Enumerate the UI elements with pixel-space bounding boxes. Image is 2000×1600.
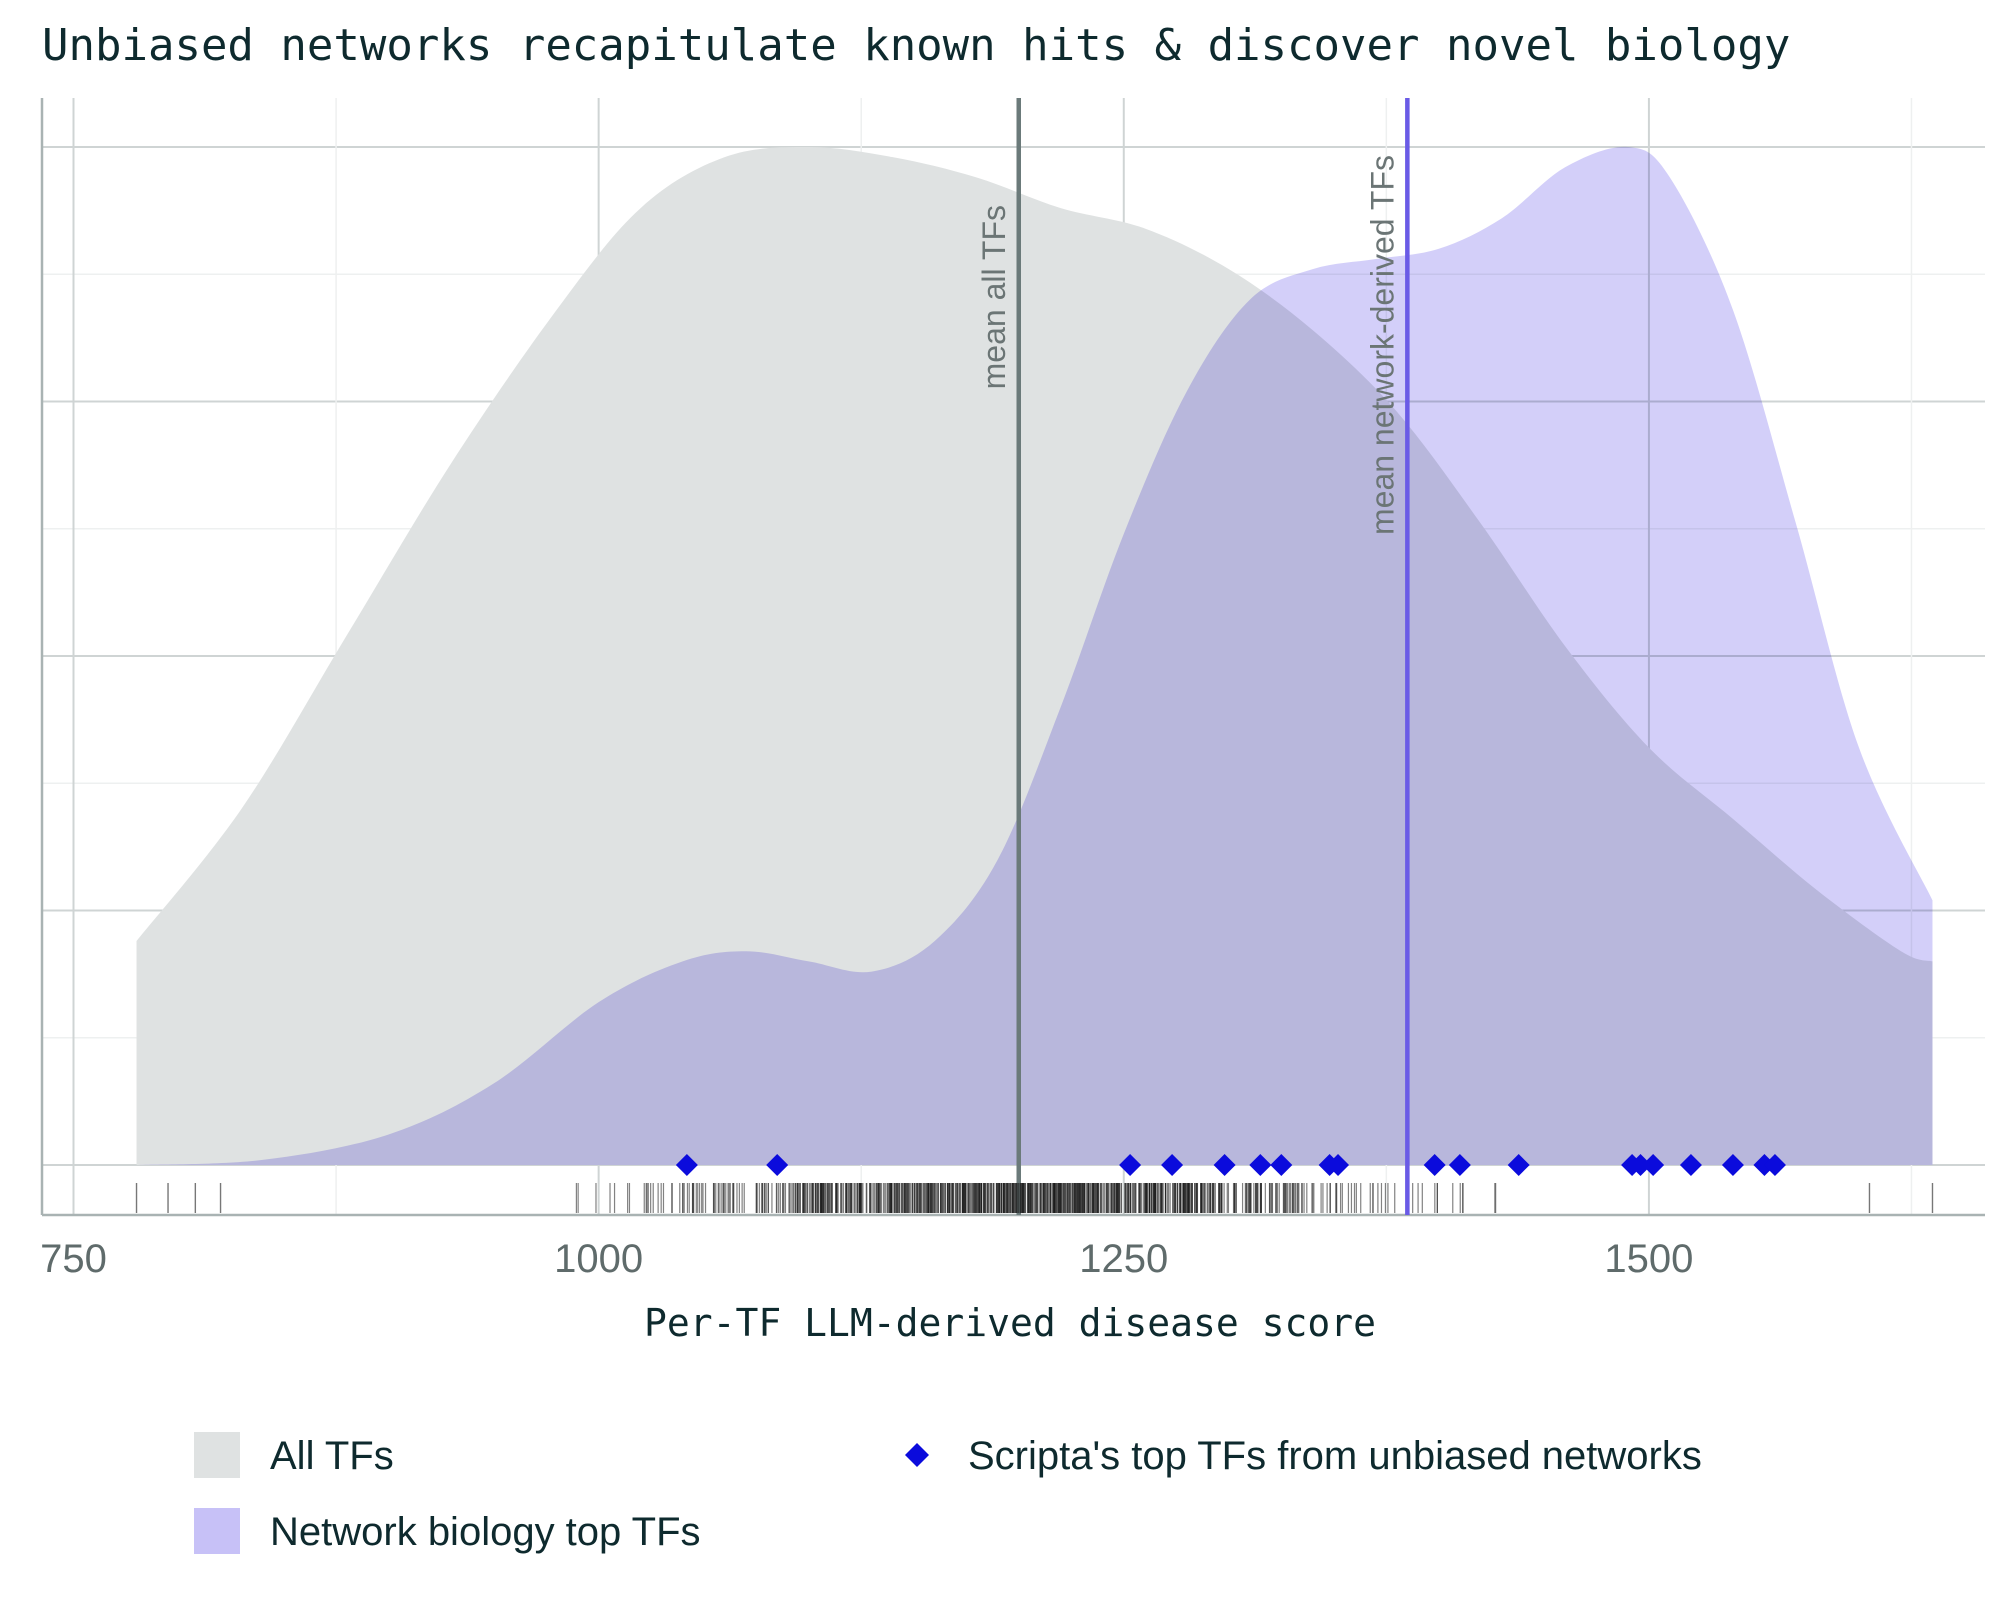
scripta-markers (675, 1154, 1786, 1176)
scripta-marker (675, 1154, 698, 1176)
chart-title: Unbiased networks recapitulate known hit… (42, 20, 1790, 71)
mean-all-tfs-label: mean all TFs (976, 205, 1012, 389)
scripta-marker (1249, 1154, 1272, 1176)
x-tick-label: 1250 (1079, 1237, 1168, 1281)
legend-label-network-tfs: Network biology top TFs (270, 1510, 701, 1554)
legend-label-all-tfs: All TFs (270, 1434, 394, 1478)
rug-plot (135, 1183, 1934, 1213)
scripta-marker (1642, 1154, 1665, 1176)
mean-lines: mean all TFs mean network-derived TFs (976, 98, 1410, 1215)
scripta-marker (1629, 1154, 1652, 1176)
scripta-marker (1270, 1154, 1293, 1176)
scripta-marker (1213, 1154, 1236, 1176)
scripta-marker (1763, 1154, 1786, 1176)
scripta-marker (1507, 1154, 1530, 1176)
legend-label-scripta-tfs: Scripta's top TFs from unbiased networks (968, 1434, 1702, 1478)
mean-network-tfs-label: mean network-derived TFs (1364, 155, 1400, 535)
x-tick-label: 750 (40, 1237, 107, 1281)
density-area-network-tfs (136, 146, 1933, 1165)
scripta-marker (1161, 1154, 1184, 1176)
scripta-marker (766, 1154, 789, 1176)
legend-diamond-icon (905, 1443, 929, 1467)
legend: All TFs Network biology top TFs Scripta'… (194, 1432, 1702, 1554)
scripta-marker (1119, 1154, 1142, 1176)
legend-swatch-all-tfs (194, 1432, 240, 1478)
scripta-marker (1679, 1154, 1702, 1176)
scripta-marker (1327, 1154, 1350, 1176)
scripta-marker (1448, 1154, 1471, 1176)
x-tick-labels: 750 1000 1250 1500 (40, 1237, 1693, 1281)
x-tick-label: 1500 (1604, 1237, 1693, 1281)
scripta-marker (1423, 1154, 1446, 1176)
scripta-marker (1721, 1154, 1744, 1176)
x-tick-label: 1000 (554, 1237, 643, 1281)
axes (40, 98, 1985, 1217)
x-axis-title: Per-TF LLM-derived disease score (644, 1301, 1376, 1345)
legend-swatch-network-tfs (194, 1508, 240, 1554)
density-areas (136, 146, 1933, 1165)
